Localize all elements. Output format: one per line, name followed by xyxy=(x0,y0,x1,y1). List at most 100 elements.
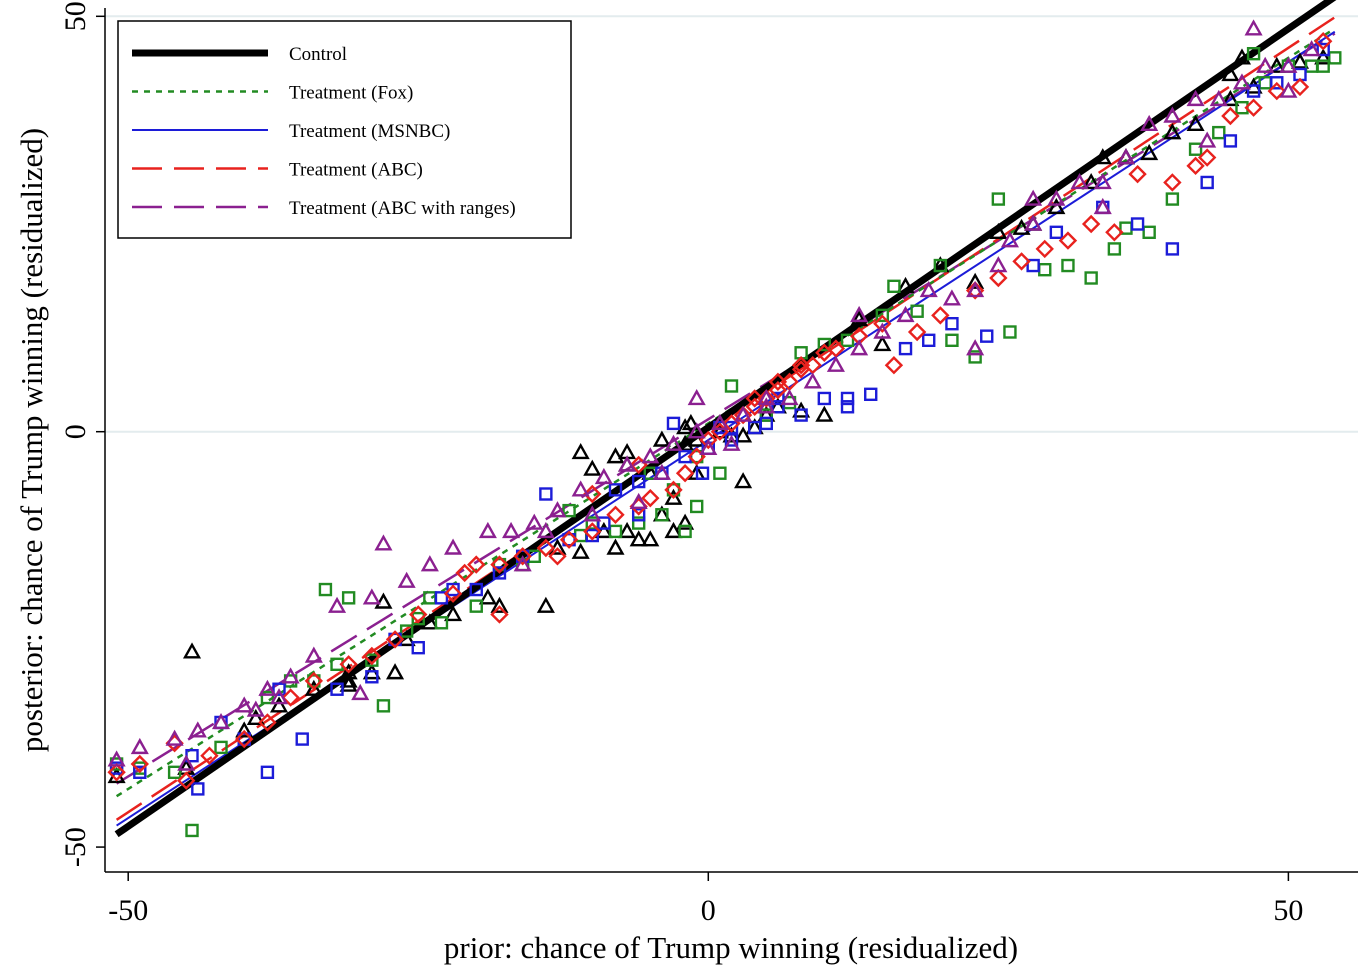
point-treatment-abc xyxy=(107,763,126,782)
point-treatment-abc-with-ranges xyxy=(1279,81,1298,98)
point-treatment-abc-with-ranges xyxy=(1116,148,1136,165)
point-treatment-msnbc xyxy=(771,400,785,414)
point-treatment-fox xyxy=(655,508,669,522)
point-treatment-abc xyxy=(583,522,602,541)
point-control xyxy=(339,675,358,692)
point-treatment-abc xyxy=(177,771,196,790)
point-treatment-abc-with-ranges xyxy=(1070,173,1089,190)
point-treatment-fox xyxy=(469,599,483,613)
point-treatment-abc-with-ranges xyxy=(1140,114,1159,132)
point-treatment-abc-with-ranges xyxy=(327,596,347,613)
point-treatment-msnbc xyxy=(295,732,309,746)
y-tick-label: -50 xyxy=(59,827,92,867)
point-control xyxy=(676,434,695,451)
point-treatment-abc-with-ranges xyxy=(803,372,822,389)
point-treatment-msnbc xyxy=(597,516,611,530)
point-treatment-abc-with-ranges xyxy=(235,696,254,713)
x-ticks: -50 0 50 xyxy=(108,872,1303,927)
point-treatment-abc-with-ranges xyxy=(966,339,985,356)
point-treatment-fox xyxy=(887,279,901,294)
point-treatment-abc xyxy=(200,746,219,765)
point-treatment-abc-with-ranges xyxy=(722,434,741,451)
point-treatment-msnbc xyxy=(191,782,205,796)
point-treatment-abc-with-ranges xyxy=(1163,106,1182,123)
point-treatment-abc-with-ranges xyxy=(362,588,381,605)
point-treatment-abc-with-ranges xyxy=(1244,19,1263,36)
point-treatment-abc xyxy=(385,630,405,649)
point-treatment-abc xyxy=(884,356,904,375)
point-treatment-msnbc xyxy=(922,333,936,348)
point-treatment-abc-with-ranges xyxy=(734,405,753,422)
point-treatment-msnbc xyxy=(945,316,959,331)
point-control xyxy=(1047,197,1066,215)
point-treatment-fox xyxy=(318,582,333,597)
point-treatment-msnbc xyxy=(434,591,449,605)
point-treatment-abc-with-ranges xyxy=(850,339,869,356)
point-treatment-abc xyxy=(513,547,532,566)
point-treatment-fox xyxy=(608,524,623,539)
point-treatment-abc-with-ranges xyxy=(710,413,729,431)
point-control xyxy=(1093,148,1112,165)
point-treatment-msnbc xyxy=(562,532,576,547)
point-treatment-abc-with-ranges xyxy=(374,534,393,551)
point-treatment-abc-with-ranges xyxy=(699,438,718,456)
point-treatment-msnbc xyxy=(695,466,710,480)
point-treatment-abc xyxy=(1221,106,1240,126)
point-treatment-abc xyxy=(907,322,927,342)
point-treatment-msnbc xyxy=(1026,258,1040,273)
point-treatment-abc-with-ranges xyxy=(896,305,915,323)
legend: Control Treatment (Fox) Treatment (MSNBC) T… xyxy=(117,20,572,239)
point-control xyxy=(478,588,497,605)
point-control xyxy=(966,272,985,289)
point-control xyxy=(1140,143,1159,161)
point-treatment-fox xyxy=(689,499,704,514)
point-treatment-abc xyxy=(443,584,463,603)
point-treatment-abc xyxy=(1058,231,1078,250)
point-treatment-fox xyxy=(1212,125,1226,140)
point-control xyxy=(618,521,637,539)
point-treatment-fox xyxy=(341,591,356,605)
point-treatment-abc-with-ranges xyxy=(1209,89,1228,107)
point-treatment-fox xyxy=(875,308,890,323)
point-control xyxy=(1232,48,1252,65)
point-treatment-fox xyxy=(759,408,774,422)
point-treatment-msnbc xyxy=(980,329,994,343)
point-treatment-msnbc xyxy=(631,474,646,489)
point-treatment-abc-with-ranges xyxy=(757,397,776,414)
point-control xyxy=(606,538,625,555)
point-control xyxy=(1267,56,1286,73)
point-treatment-abc xyxy=(548,547,567,566)
point-treatment-msnbc xyxy=(817,391,832,406)
legend-label-control: Control xyxy=(289,44,347,65)
point-treatment-abc xyxy=(455,563,474,583)
point-treatment-msnbc xyxy=(1246,84,1261,98)
point-control xyxy=(246,708,265,726)
point-treatment-fox xyxy=(214,740,228,755)
point-treatment-abc xyxy=(989,268,1008,288)
point-treatment-abc-with-ranges xyxy=(594,467,613,485)
legend-label-treatment-abc-with-ranges: Treatment (ABC with ranges) xyxy=(289,198,516,219)
y-axis-label: posterior: chance of Trump winning (resi… xyxy=(14,128,49,752)
point-treatment-abc xyxy=(258,713,277,732)
point-treatment-msnbc xyxy=(1200,175,1214,190)
point-treatment-abc xyxy=(362,646,382,666)
point-treatment-abc xyxy=(281,688,300,707)
point-control xyxy=(1290,52,1310,69)
point-treatment-abc xyxy=(490,555,509,574)
x-tick-label: -50 xyxy=(108,894,148,927)
point-control xyxy=(734,426,753,443)
point-treatment-msnbc xyxy=(898,341,913,356)
x-axis-label: prior: chance of Trump winning (residual… xyxy=(444,930,1018,965)
point-treatment-abc xyxy=(536,538,556,558)
point-treatment-fox xyxy=(991,192,1006,206)
point-treatment-msnbc xyxy=(133,765,147,780)
point-control xyxy=(536,596,555,613)
point-treatment-abc xyxy=(641,488,660,508)
point-treatment-abc xyxy=(559,530,579,549)
point-treatment-fox xyxy=(376,699,391,713)
point-treatment-msnbc xyxy=(840,400,855,414)
point-treatment-abc-with-ranges xyxy=(107,750,126,767)
point-control xyxy=(815,405,834,422)
point-treatment-fox xyxy=(1142,225,1156,240)
